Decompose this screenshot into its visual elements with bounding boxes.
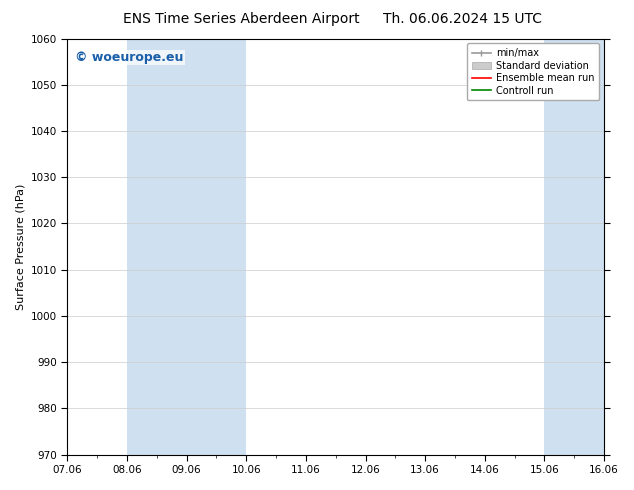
Text: Th. 06.06.2024 15 UTC: Th. 06.06.2024 15 UTC [384, 12, 542, 26]
Text: © woeurope.eu: © woeurope.eu [75, 51, 184, 64]
Legend: min/max, Standard deviation, Ensemble mean run, Controll run: min/max, Standard deviation, Ensemble me… [467, 44, 599, 100]
Y-axis label: Surface Pressure (hPa): Surface Pressure (hPa) [15, 183, 25, 310]
Text: ENS Time Series Aberdeen Airport: ENS Time Series Aberdeen Airport [122, 12, 359, 26]
Bar [545, 39, 634, 455]
Bar [127, 39, 246, 455]
